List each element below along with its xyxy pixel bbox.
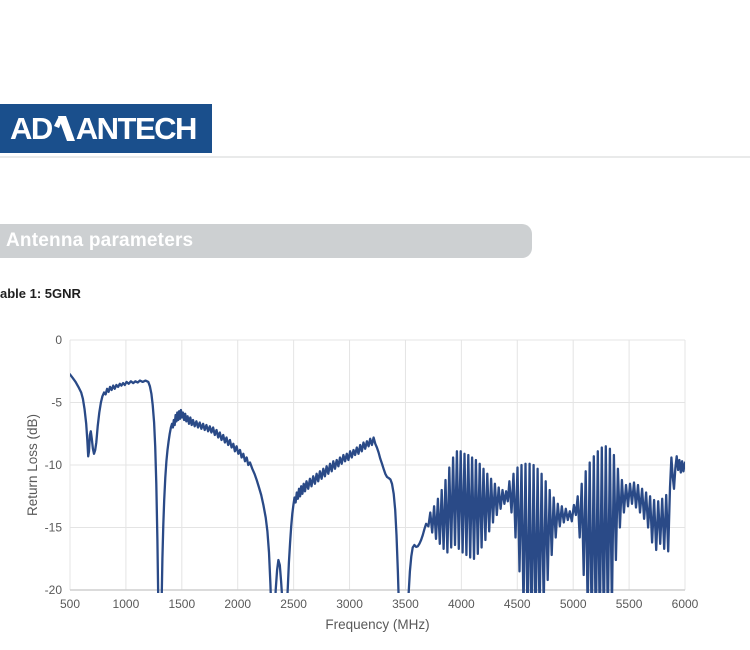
y-tick-label: 0 bbox=[55, 333, 62, 347]
x-tick-label: 3500 bbox=[392, 597, 419, 611]
header-divider-line bbox=[0, 156, 750, 158]
y-axis-title: Return Loss (dB) bbox=[25, 414, 40, 516]
x-tick-label: 4000 bbox=[448, 597, 475, 611]
x-tick-label: 5000 bbox=[560, 597, 587, 611]
x-axis-title: Frequency (MHz) bbox=[325, 617, 429, 632]
return-loss-chart: 500 1000 1500 2000 2500 3000 3500 4000 4500 5000 5… bbox=[0, 330, 750, 645]
y-tick-label: -20 bbox=[45, 583, 63, 597]
x-tick-label: 2000 bbox=[224, 597, 251, 611]
y-tick-label: -10 bbox=[45, 458, 63, 472]
x-tick-label: 5500 bbox=[616, 597, 643, 611]
return-loss-series-line bbox=[70, 373, 685, 593]
x-tick-label: 4500 bbox=[504, 597, 531, 611]
logo-text-right: ANTECH bbox=[75, 111, 198, 146]
section-banner: Antenna parameters bbox=[0, 224, 532, 258]
x-tick-label: 3000 bbox=[336, 597, 363, 611]
y-tick-label: -15 bbox=[45, 521, 63, 535]
x-tick-label: 500 bbox=[60, 597, 80, 611]
x-tick-label: 1000 bbox=[113, 597, 140, 611]
logo-v-glyph bbox=[53, 116, 75, 141]
x-tick-label: 2500 bbox=[280, 597, 307, 611]
y-tick-label: -5 bbox=[51, 396, 62, 410]
return-loss-chart-svg: 500 1000 1500 2000 2500 3000 3500 4000 4500 5000 5… bbox=[25, 333, 699, 632]
logo-text-left: AD bbox=[10, 111, 53, 146]
section-title: Antenna parameters bbox=[6, 230, 194, 251]
advantech-logo: AD ANTECH bbox=[0, 104, 212, 153]
table-caption: able 1: 5GNR bbox=[0, 286, 81, 301]
x-tick-label: 6000 bbox=[672, 597, 699, 611]
x-tick-label: 1500 bbox=[168, 597, 195, 611]
